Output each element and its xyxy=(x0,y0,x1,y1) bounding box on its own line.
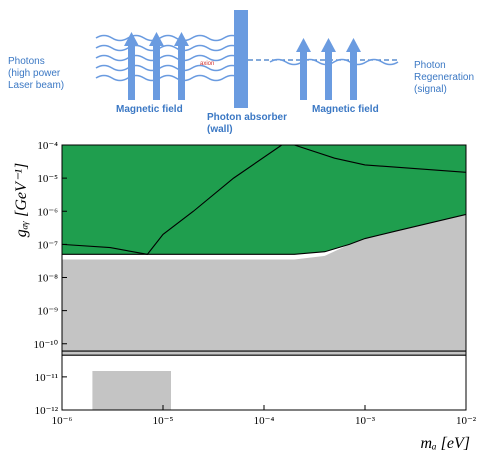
y-tick-label: 10⁻⁶ xyxy=(37,206,58,218)
y-axis-title: gₐᵧ [GeV⁻¹] xyxy=(13,163,30,238)
chart: 10⁻¹²10⁻¹¹10⁻¹⁰10⁻⁹10⁻⁸10⁻⁷10⁻⁶10⁻⁵10⁻⁴1… xyxy=(33,140,476,427)
x-tick-label: 10⁻³ xyxy=(355,415,376,427)
y-tick-label: 10⁻⁷ xyxy=(37,239,58,251)
page: {"diagram": { "source": ["Photons", "(hi… xyxy=(0,0,479,458)
diagram xyxy=(96,10,400,108)
x-tick-label: 10⁻² xyxy=(456,415,477,427)
x-tick-label: 10⁻⁵ xyxy=(153,415,174,427)
wave xyxy=(96,36,240,41)
wave xyxy=(96,76,240,81)
source-label: Laser beam) xyxy=(8,80,64,91)
wave xyxy=(96,46,240,51)
figure: Photons (high power Laser beam) axion Ma… xyxy=(0,0,479,458)
absorber-label: (wall) xyxy=(207,124,233,135)
region xyxy=(92,371,171,410)
signal-label: (signal) xyxy=(414,84,447,95)
absorber-label: Photon absorber xyxy=(207,112,287,123)
source-label: Photons xyxy=(8,56,45,67)
y-tick-label: 10⁻⁸ xyxy=(37,273,58,285)
wave xyxy=(96,66,240,71)
wall xyxy=(234,10,248,108)
y-tick-label: 10⁻⁵ xyxy=(37,173,58,185)
x-tick-label: 10⁻⁶ xyxy=(52,415,73,427)
signal-label: Regeneration xyxy=(414,72,474,83)
y-tick-label: 10⁻⁹ xyxy=(37,306,58,318)
wave xyxy=(96,56,240,61)
field-label: Magnetic field xyxy=(312,104,379,115)
y-tick-label: 10⁻¹⁰ xyxy=(33,339,58,351)
x-tick-label: 10⁻⁴ xyxy=(254,415,275,427)
axion-label: axion xyxy=(200,61,214,67)
x-axis-title: mₐ [eV] xyxy=(420,435,470,452)
source-label: (high power xyxy=(8,68,61,79)
field-label: Magnetic field xyxy=(116,104,183,115)
y-tick-label: 10⁻⁴ xyxy=(37,140,58,152)
arrows xyxy=(124,10,361,108)
y-tick-label: 10⁻¹¹ xyxy=(35,372,58,384)
signal-label: Photon xyxy=(414,60,446,71)
